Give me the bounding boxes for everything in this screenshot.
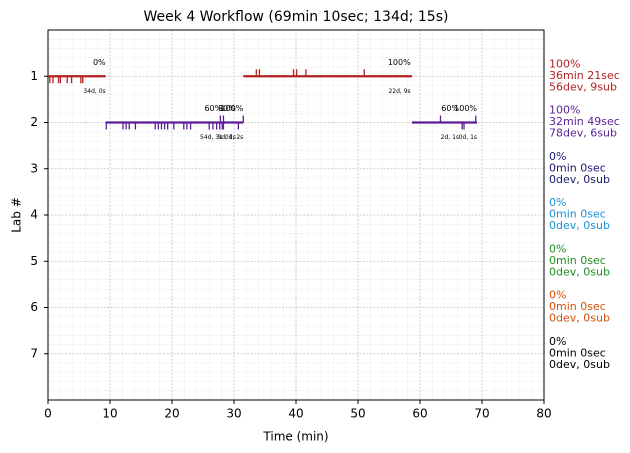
lab-summary: 56dev, 9sub (549, 80, 617, 93)
y-axis-label: Lab # (10, 197, 24, 233)
x-tick-label: 60 (412, 407, 427, 421)
lab-summary: 36min 21sec (549, 69, 620, 82)
lab-summary: 0dev, 0sub (549, 312, 610, 325)
annotation-top: 0% (93, 58, 106, 67)
annotation-top: 100% (388, 58, 411, 67)
lab-summary: 78dev, 6sub (549, 127, 617, 140)
lab-summary: 0min 0sec (549, 208, 606, 221)
annotation-bottom: 2d, 1s (441, 134, 459, 141)
y-tick-label: 3 (30, 161, 38, 175)
y-tick-label: 4 (30, 208, 38, 222)
annotation-top: 60% (441, 104, 459, 113)
lab-summary: 0dev, 0sub (549, 358, 610, 371)
y-tick-label: 1 (30, 69, 38, 83)
y-tick-label: 6 (30, 300, 38, 314)
y-tick-label: 5 (30, 254, 38, 268)
x-tick-label: 40 (288, 407, 303, 421)
y-tick-label: 7 (30, 346, 38, 360)
lab-summary: 32min 49sec (549, 115, 620, 128)
lab-summary: 0% (549, 196, 566, 209)
x-tick-label: 10 (102, 407, 117, 421)
lab-summary: 0% (549, 150, 566, 163)
lab-summary: 0% (549, 289, 566, 302)
y-tick-label: 2 (30, 115, 38, 129)
lab-summary: 0% (549, 242, 566, 255)
chart-title: Week 4 Workflow (69min 10sec; 134d; 15s) (144, 9, 449, 25)
x-tick-label: 30 (226, 407, 241, 421)
annotation-bottom: 54d, 3s (200, 134, 222, 141)
annotation-bottom: 22d, 9s (388, 88, 410, 95)
plot-frame (47, 29, 545, 401)
annotation-bottom: 0d, 1s (217, 134, 235, 141)
lab-summary: 0% (549, 335, 566, 348)
x-axis-label: Time (min) (262, 430, 328, 444)
annotation-top: 60% (204, 104, 222, 113)
x-tick-label: 70 (474, 407, 489, 421)
lab-summary: 0dev, 0sub (549, 265, 610, 278)
x-tick-label: 50 (350, 407, 365, 421)
annotation-top: 80% (218, 104, 236, 113)
lab-summary: 0dev, 0sub (549, 173, 610, 186)
lab-summary: 0min 0sec (549, 300, 606, 313)
x-tick-label: 80 (536, 407, 551, 421)
lab-summary: 0min 0sec (549, 346, 606, 359)
annotation-top: 100% (220, 104, 243, 113)
lab-summary: 100% (549, 104, 580, 117)
annotation-top: 100% (454, 104, 477, 113)
annotation-bottom: 0d, 1s (459, 134, 477, 141)
annotation-bottom: 0d, 2s (225, 134, 243, 141)
annotation-bottom: 34d, 0s (83, 88, 105, 95)
lab-summary: 100% (549, 57, 580, 70)
lab-summary: 0dev, 0sub (549, 219, 610, 232)
lab-summary: 0min 0sec (549, 161, 606, 174)
x-tick-label: 0 (44, 407, 52, 421)
x-tick-label: 20 (164, 407, 179, 421)
lab-summary: 0min 0sec (549, 254, 606, 267)
